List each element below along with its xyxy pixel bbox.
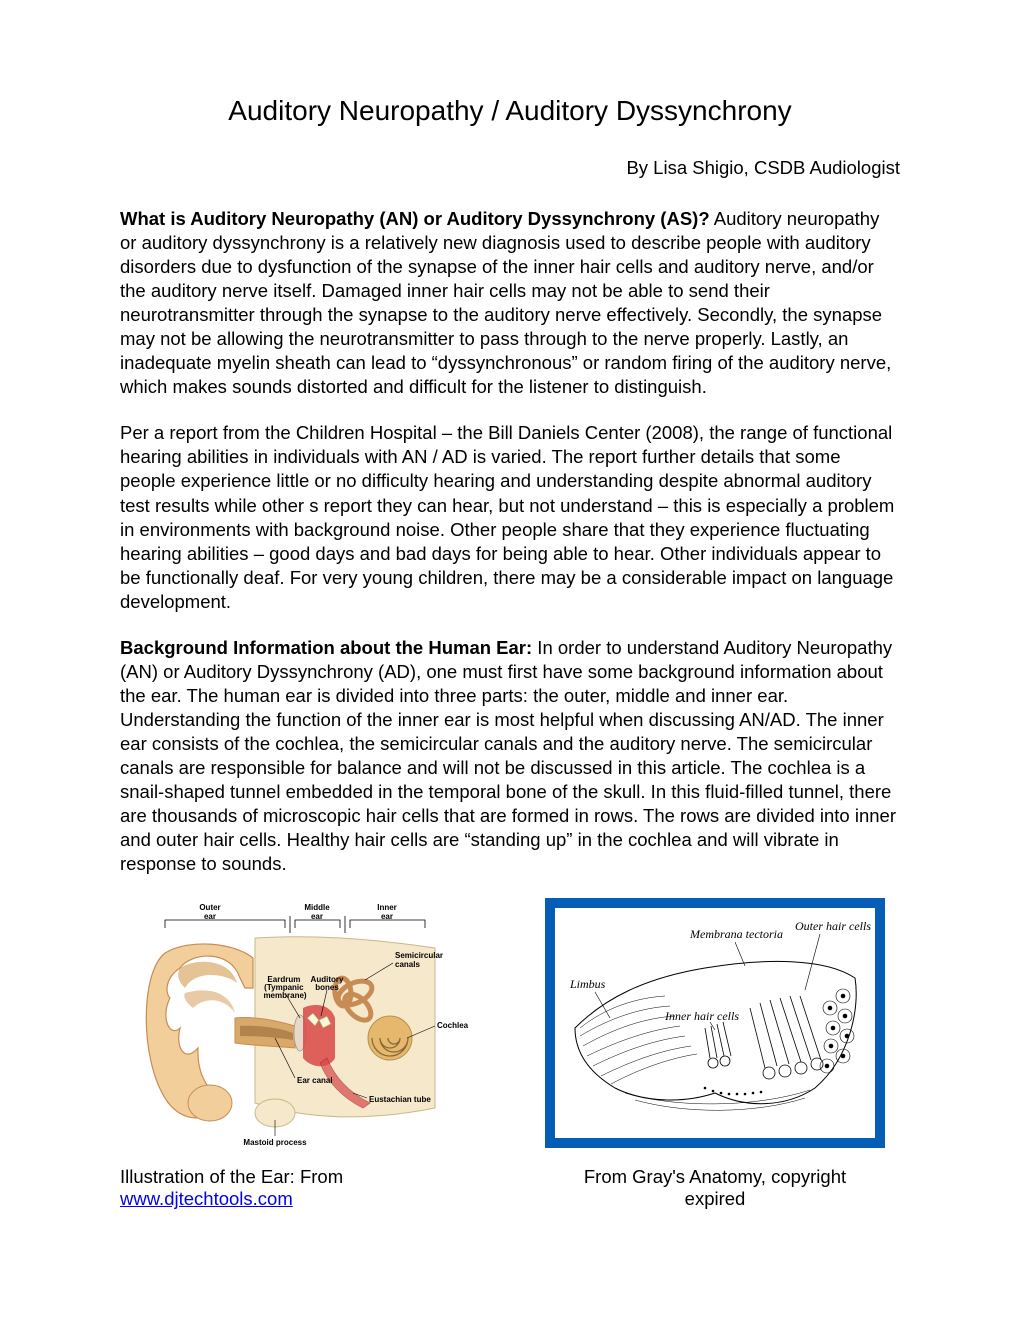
label-cochlea: Cochlea bbox=[437, 1021, 469, 1030]
label-outer-hair-cells: Outer hair cells bbox=[795, 919, 871, 933]
label-membrana-tectoria: Membrana tectoria bbox=[689, 927, 783, 941]
ear-anatomy-illustration: Outerear Middleear Innerear bbox=[135, 898, 475, 1148]
figure-2: Membrana tectoria Outer hair cells Limbu… bbox=[530, 898, 900, 1148]
label-mastoid: Mastoid process bbox=[243, 1138, 307, 1147]
caption-2-line1: From Gray's Anatomy, copyright bbox=[584, 1166, 846, 1187]
byline: By Lisa Shigio, CSDB Audiologist bbox=[120, 157, 900, 179]
label-outer-ear: Outerear bbox=[199, 903, 220, 921]
label-ear-canal: Ear canal bbox=[297, 1076, 333, 1085]
paragraph-3-lead: Background Information about the Human E… bbox=[120, 637, 532, 658]
label-limbus: Limbus bbox=[569, 977, 606, 991]
label-eardrum: Eardrum (Tympanic membrane) bbox=[263, 975, 306, 1000]
paragraph-3: Background Information about the Human E… bbox=[120, 636, 900, 876]
figure-2-box: Membrana tectoria Outer hair cells Limbu… bbox=[545, 898, 885, 1148]
caption-row: Illustration of the Ear: From www.djtech… bbox=[120, 1166, 900, 1210]
caption-1: Illustration of the Ear: From www.djtech… bbox=[120, 1166, 490, 1210]
caption-2: From Gray's Anatomy, copyright expired bbox=[530, 1166, 900, 1210]
label-eustachian: Eustachian tube bbox=[369, 1095, 431, 1104]
caption-1-prefix: Illustration of the Ear: From bbox=[120, 1166, 343, 1187]
label-semicircular: Semicircularcanals bbox=[395, 951, 443, 969]
caption-2-line2: expired bbox=[685, 1188, 746, 1209]
paragraph-1-lead: What is Auditory Neuropathy (AN) or Audi… bbox=[120, 208, 710, 229]
label-inner-ear: Innerear bbox=[377, 903, 397, 921]
figure-1-box: Outerear Middleear Innerear bbox=[135, 898, 475, 1148]
figure-row: Outerear Middleear Innerear bbox=[120, 898, 900, 1148]
figure-1: Outerear Middleear Innerear bbox=[120, 898, 490, 1148]
page-title: Auditory Neuropathy / Auditory Dyssynchr… bbox=[120, 95, 900, 127]
caption-1-link[interactable]: www.djtechtools.com bbox=[120, 1188, 293, 1209]
label-inner-hair-cells: Inner hair cells bbox=[664, 1009, 739, 1023]
paragraph-1-body: Auditory neuropathy or auditory dyssynch… bbox=[120, 208, 891, 397]
organ-of-corti-illustration: Membrana tectoria Outer hair cells Limbu… bbox=[555, 908, 875, 1138]
paragraph-1: What is Auditory Neuropathy (AN) or Audi… bbox=[120, 207, 900, 399]
label-middle-ear: Middleear bbox=[304, 903, 330, 921]
paragraph-2: Per a report from the Children Hospital … bbox=[120, 421, 900, 613]
paragraph-3-body: In order to understand Auditory Neuropat… bbox=[120, 637, 896, 874]
document-page: Auditory Neuropathy / Auditory Dyssynchr… bbox=[0, 0, 1020, 1320]
